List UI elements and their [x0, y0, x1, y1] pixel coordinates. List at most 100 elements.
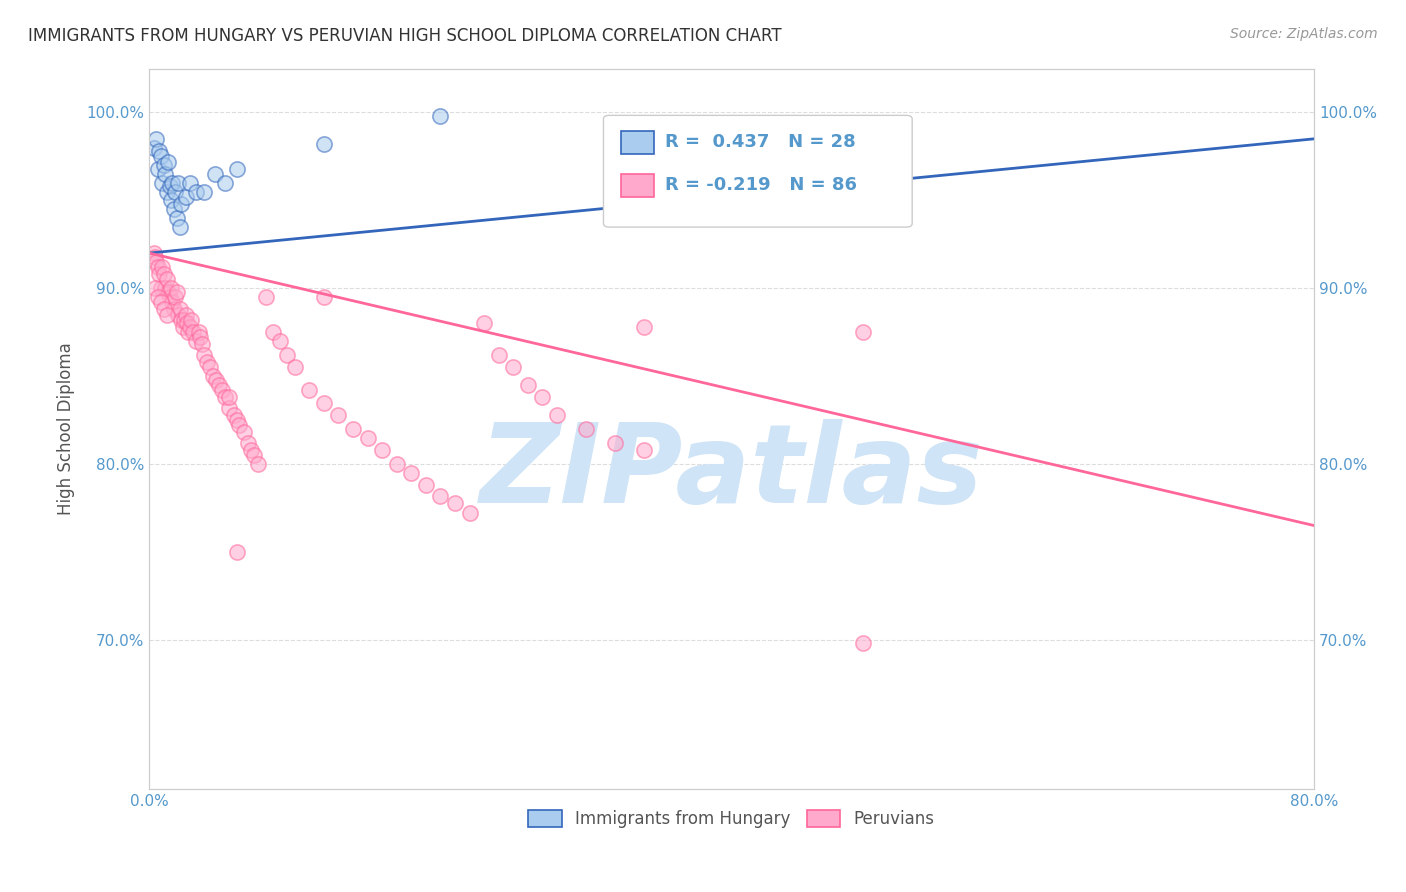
- Text: IMMIGRANTS FROM HUNGARY VS PERUVIAN HIGH SCHOOL DIPLOMA CORRELATION CHART: IMMIGRANTS FROM HUNGARY VS PERUVIAN HIGH…: [28, 27, 782, 45]
- Point: [232, 425, 254, 440]
- Point: [148, 267, 170, 281]
- FancyBboxPatch shape: [621, 130, 654, 153]
- Point: [167, 308, 190, 322]
- Point: [401, 466, 423, 480]
- Point: [153, 281, 176, 295]
- Point: [429, 489, 451, 503]
- Y-axis label: High School Diploma: High School Diploma: [58, 343, 75, 516]
- Point: [444, 496, 467, 510]
- Point: [214, 390, 236, 404]
- Point: [146, 161, 169, 176]
- Point: [225, 413, 247, 427]
- Point: [149, 295, 172, 310]
- Point: [145, 132, 167, 146]
- Point: [214, 176, 236, 190]
- Point: [160, 281, 183, 295]
- Point: [516, 378, 538, 392]
- Point: [218, 401, 240, 415]
- Point: [177, 325, 200, 339]
- Point: [633, 319, 655, 334]
- Point: [179, 176, 201, 190]
- Point: [218, 390, 240, 404]
- Point: [163, 302, 186, 317]
- Point: [458, 506, 481, 520]
- Point: [149, 149, 172, 163]
- Point: [156, 185, 179, 199]
- Point: [160, 194, 183, 208]
- Point: [205, 373, 228, 387]
- FancyBboxPatch shape: [621, 174, 654, 197]
- Point: [200, 360, 222, 375]
- Point: [269, 334, 291, 348]
- Point: [163, 202, 186, 216]
- Point: [243, 448, 266, 462]
- Point: [170, 197, 193, 211]
- Point: [472, 317, 495, 331]
- Point: [145, 255, 167, 269]
- Text: Source: ZipAtlas.com: Source: ZipAtlas.com: [1230, 27, 1378, 41]
- Point: [284, 360, 307, 375]
- Point: [312, 395, 335, 409]
- Point: [225, 545, 247, 559]
- Point: [488, 348, 510, 362]
- Point: [156, 272, 179, 286]
- Point: [603, 436, 626, 450]
- Legend: Immigrants from Hungary, Peruvians: Immigrants from Hungary, Peruvians: [522, 804, 942, 835]
- Point: [356, 431, 378, 445]
- Point: [180, 313, 202, 327]
- Point: [211, 383, 233, 397]
- Point: [312, 137, 335, 152]
- FancyBboxPatch shape: [603, 115, 912, 227]
- Point: [371, 442, 394, 457]
- Point: [197, 355, 219, 369]
- Point: [165, 290, 187, 304]
- Point: [193, 348, 215, 362]
- Point: [429, 109, 451, 123]
- Point: [169, 302, 191, 317]
- Point: [162, 295, 184, 310]
- Point: [204, 167, 226, 181]
- Point: [193, 185, 215, 199]
- Point: [385, 457, 408, 471]
- Point: [238, 436, 260, 450]
- Text: R =  0.437   N = 28: R = 0.437 N = 28: [665, 133, 856, 151]
- Point: [146, 260, 169, 274]
- Point: [157, 285, 180, 299]
- Point: [153, 167, 176, 181]
- Point: [173, 313, 195, 327]
- Point: [852, 636, 875, 650]
- Point: [149, 281, 172, 295]
- Point: [531, 390, 554, 404]
- Point: [152, 267, 174, 281]
- Point: [148, 144, 170, 158]
- Point: [152, 302, 174, 317]
- Point: [202, 369, 225, 384]
- Point: [415, 478, 437, 492]
- Point: [247, 457, 270, 471]
- Point: [254, 290, 277, 304]
- Point: [262, 325, 284, 339]
- Point: [142, 140, 165, 154]
- Point: [165, 185, 187, 199]
- Point: [575, 422, 598, 436]
- Point: [143, 281, 166, 295]
- Point: [176, 317, 198, 331]
- Point: [150, 260, 173, 274]
- Point: [143, 250, 166, 264]
- Point: [502, 360, 524, 375]
- Point: [228, 418, 250, 433]
- Point: [166, 211, 188, 225]
- Point: [222, 408, 245, 422]
- Point: [208, 378, 231, 392]
- Point: [852, 325, 875, 339]
- Point: [166, 285, 188, 299]
- Point: [240, 442, 263, 457]
- Point: [159, 290, 181, 304]
- Point: [162, 176, 184, 190]
- Point: [225, 161, 247, 176]
- Point: [276, 348, 298, 362]
- Point: [328, 408, 350, 422]
- Point: [152, 158, 174, 172]
- Point: [342, 422, 364, 436]
- Point: [184, 334, 207, 348]
